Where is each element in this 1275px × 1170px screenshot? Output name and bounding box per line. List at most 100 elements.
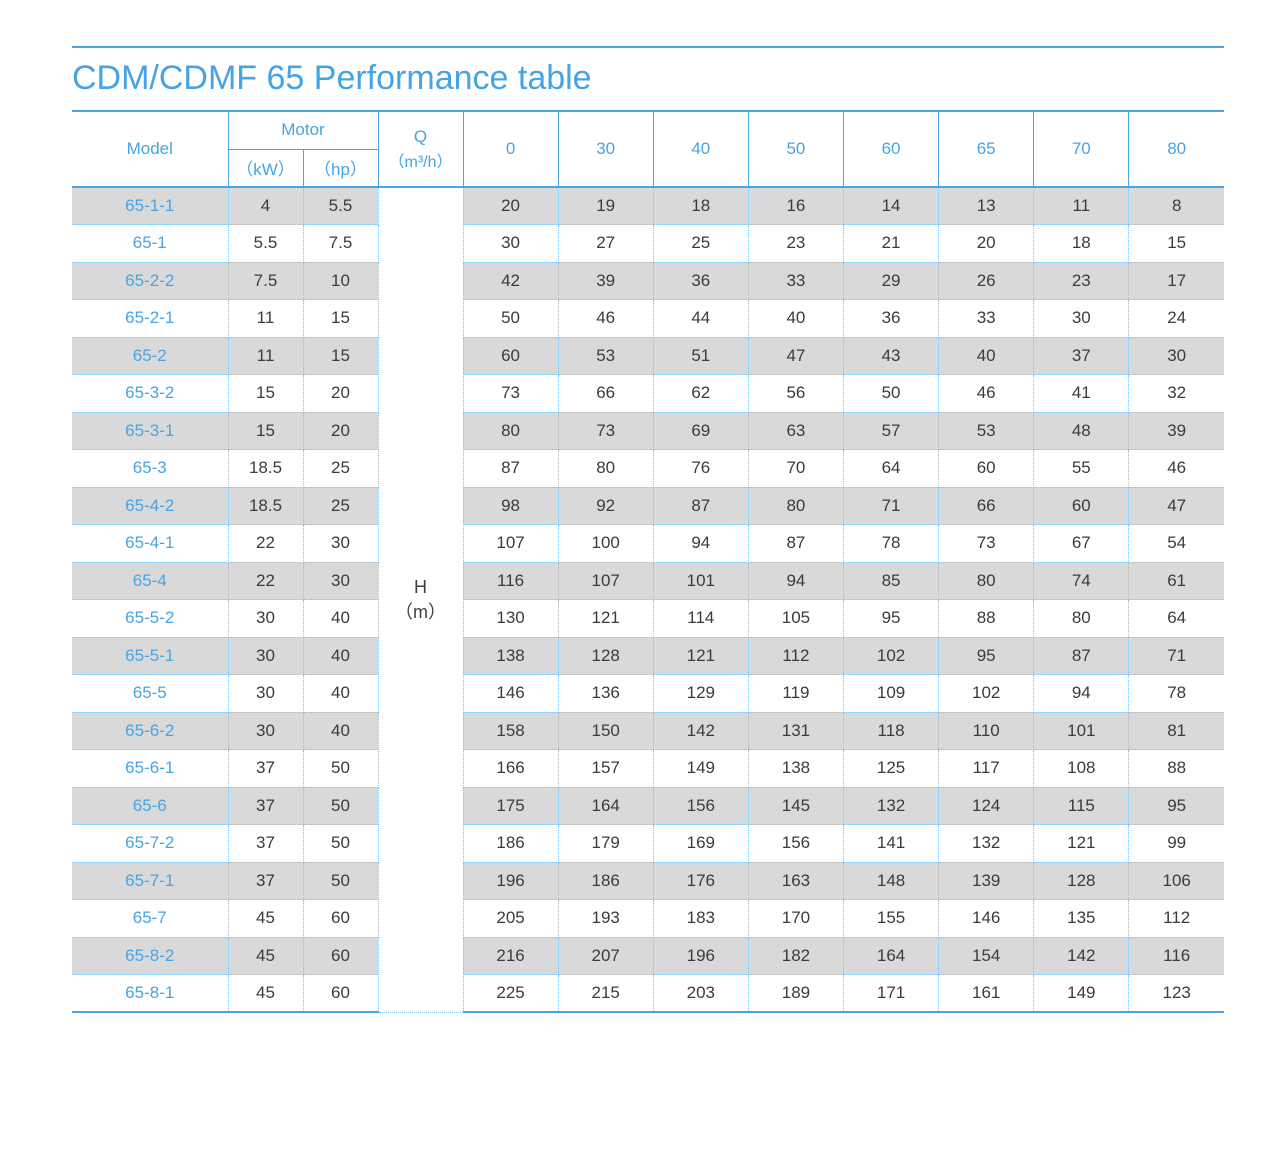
table-row: 65-6-1 37 50 166 157 149 138 125 117 108 88	[72, 749, 1224, 788]
model-cell: 65-6	[72, 786, 229, 825]
motor-hp-cell: 60	[302, 899, 379, 938]
table-row: 65-4-2 18.5 25 98 92 87 80 71 66 60 47	[72, 486, 1224, 525]
head-value-cell-q70: 55	[1033, 449, 1130, 488]
head-value-cell-q80: 47	[1128, 486, 1224, 525]
head-value-cell-q70: 67	[1033, 524, 1130, 563]
head-value-cell-q40: 196	[652, 936, 749, 975]
head-value-cell-q40: 129	[652, 674, 749, 713]
table-row: 65-2 11 15 60 53 51 47 43 40 37 30	[72, 336, 1224, 375]
head-value-cell-q80: 39	[1128, 411, 1224, 450]
column-header-flow-0: 0	[462, 110, 559, 188]
head-value-cell-q0: 87	[462, 449, 559, 488]
head-value-cell-q50: 163	[747, 861, 845, 900]
head-value-cell-q65: 132	[938, 824, 1035, 863]
motor-hp-cell: 50	[302, 786, 379, 825]
head-value-cell-q70: 108	[1033, 749, 1130, 788]
head-value-cell-q80: 8	[1128, 186, 1224, 225]
head-value-cell-q70: 30	[1033, 299, 1130, 338]
model-cell: 65-5	[72, 674, 229, 713]
head-value-cell-q50: 105	[747, 599, 845, 638]
column-header-q: Q （m³/h）	[377, 110, 464, 188]
head-value-cell-q60: 78	[842, 524, 940, 563]
head-value-cell-q80: 24	[1128, 299, 1224, 338]
column-header-motor: Motor	[227, 110, 379, 150]
head-value-cell-q60: 109	[842, 674, 940, 713]
head-value-cell-q30: 53	[557, 336, 654, 375]
table-row: 65-3-2 15 20 73 66 62 56 50 46 41 32	[72, 374, 1224, 413]
head-value-cell-q70: 128	[1033, 861, 1130, 900]
head-value-cell-q40: 94	[652, 524, 749, 563]
head-value-cell-q65: 46	[938, 374, 1035, 413]
table-header: Model Motor Q （m³/h） 0 30 40 50 60 65 70…	[72, 110, 1224, 188]
head-value-cell-q40: 114	[652, 599, 749, 638]
head-value-cell-q40: 183	[652, 899, 749, 938]
motor-kw-cell: 11	[227, 336, 304, 375]
head-value-cell-q50: 131	[747, 711, 845, 750]
model-cell: 65-2-2	[72, 261, 229, 300]
motor-kw-cell: 18.5	[227, 449, 304, 488]
head-value-cell-q60: 171	[842, 974, 940, 1013]
head-value-cell-q60: 85	[842, 561, 940, 600]
table-row: 65-6-2 30 40 158 150 142 131 118 110 101 81	[72, 711, 1224, 750]
head-value-cell-q50: 16	[747, 186, 845, 225]
head-value-cell-q80: 64	[1128, 599, 1224, 638]
head-value-cell-q70: 115	[1033, 786, 1130, 825]
head-value-cell-q30: 157	[557, 749, 654, 788]
head-value-cell-q65: 80	[938, 561, 1035, 600]
motor-kw-cell: 45	[227, 936, 304, 975]
head-value-cell-q60: 43	[842, 336, 940, 375]
head-value-cell-q80: 112	[1128, 899, 1224, 938]
head-value-cell-q40: 169	[652, 824, 749, 863]
motor-kw-cell: 30	[227, 674, 304, 713]
motor-hp-cell: 40	[302, 674, 379, 713]
head-value-cell-q50: 70	[747, 449, 845, 488]
head-value-cell-q65: 53	[938, 411, 1035, 450]
head-value-cell-q70: 41	[1033, 374, 1130, 413]
motor-hp-cell: 30	[302, 524, 379, 563]
head-value-cell-q65: 26	[938, 261, 1035, 300]
head-value-cell-q60: 50	[842, 374, 940, 413]
table-row: 65-1 5.5 7.5 30 27 25 23 21 20 18 15	[72, 224, 1224, 263]
motor-kw-cell: 37	[227, 786, 304, 825]
motor-hp-cell: 60	[302, 936, 379, 975]
head-value-cell-q80: 30	[1128, 336, 1224, 375]
motor-hp-cell: 20	[302, 411, 379, 450]
head-value-cell-q0: 116	[462, 561, 559, 600]
head-value-cell-q30: 107	[557, 561, 654, 600]
head-value-cell-q30: 164	[557, 786, 654, 825]
motor-kw-cell: 4	[227, 186, 304, 225]
head-value-cell-q0: 50	[462, 299, 559, 338]
model-cell: 65-1	[72, 224, 229, 263]
head-value-cell-q70: 101	[1033, 711, 1130, 750]
head-value-cell-q50: 94	[747, 561, 845, 600]
head-value-cell-q30: 100	[557, 524, 654, 563]
motor-hp-cell: 7.5	[302, 224, 379, 263]
head-value-cell-q30: 19	[557, 186, 654, 225]
head-value-cell-q40: 51	[652, 336, 749, 375]
column-header-flow-80: 80	[1128, 110, 1224, 188]
head-value-cell-q65: 73	[938, 524, 1035, 563]
head-value-cell-q70: 23	[1033, 261, 1130, 300]
title-top-rule	[72, 46, 1224, 48]
head-value-cell-q65: 20	[938, 224, 1035, 263]
motor-kw-cell: 30	[227, 711, 304, 750]
head-value-cell-q0: 80	[462, 411, 559, 450]
head-value-cell-q65: 117	[938, 749, 1035, 788]
head-value-cell-q65: 124	[938, 786, 1035, 825]
column-header-flow-65: 65	[938, 110, 1035, 188]
model-cell: 65-5-1	[72, 636, 229, 675]
column-header-flow-70: 70	[1033, 110, 1130, 188]
head-value-cell-q30: 179	[557, 824, 654, 863]
head-value-cell-q70: 74	[1033, 561, 1130, 600]
head-value-cell-q30: 215	[557, 974, 654, 1013]
column-header-flow-30: 30	[557, 110, 654, 188]
head-value-cell-q70: 135	[1033, 899, 1130, 938]
head-value-cell-q0: 158	[462, 711, 559, 750]
table-row: 65-6 37 50 175 164 156 145 132 124 115 95	[72, 786, 1224, 825]
page-title: CDM/CDMF 65 Performance table	[72, 59, 592, 97]
head-value-cell-q30: 66	[557, 374, 654, 413]
head-value-cell-q40: 142	[652, 711, 749, 750]
model-cell: 65-4	[72, 561, 229, 600]
head-value-cell-q65: 33	[938, 299, 1035, 338]
motor-kw-cell: 37	[227, 861, 304, 900]
